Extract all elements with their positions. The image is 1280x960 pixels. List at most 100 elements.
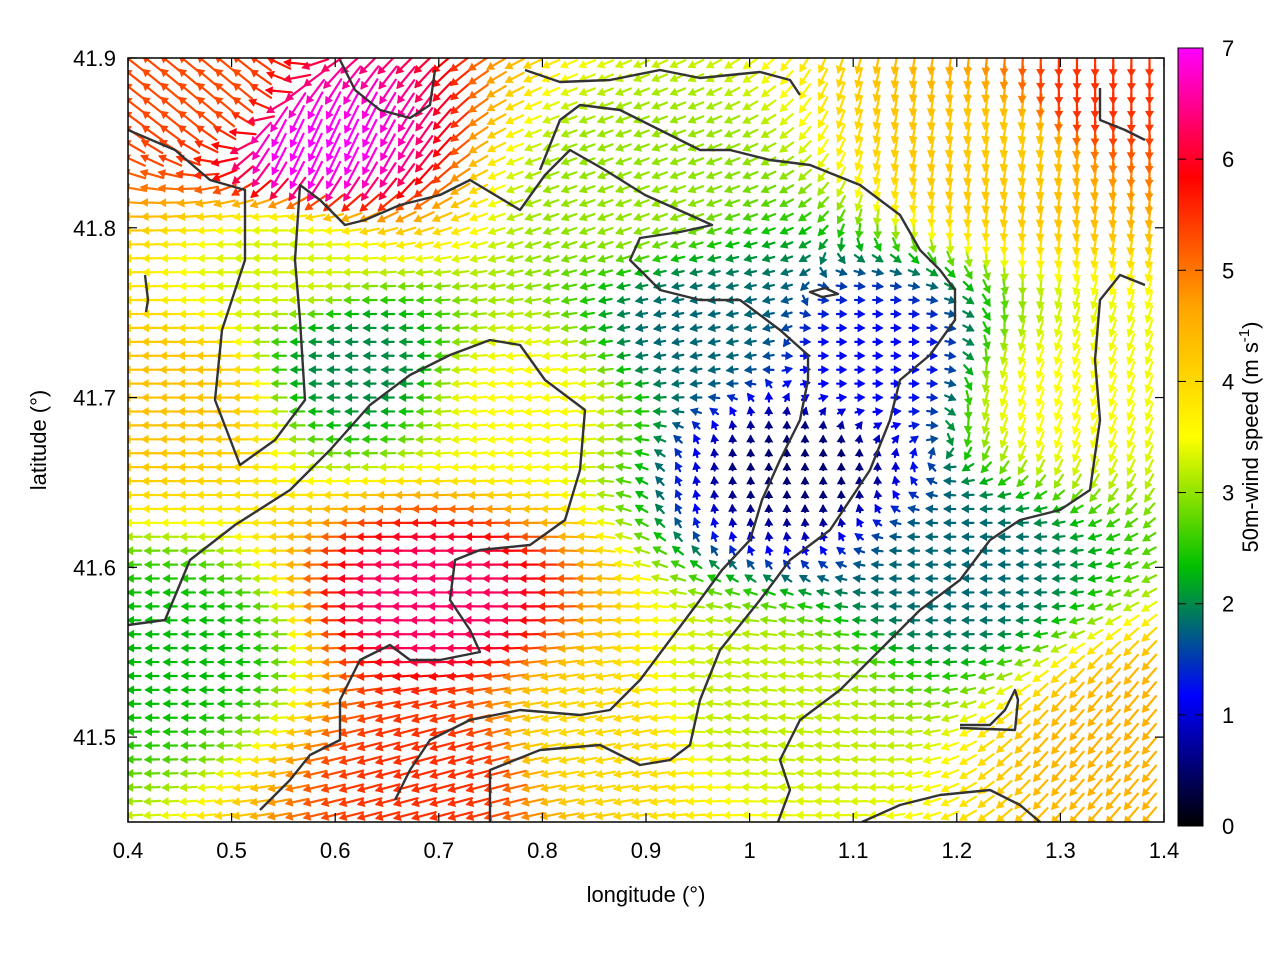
wind-arrow-head — [1126, 301, 1136, 310]
wind-arrow-head — [143, 782, 152, 792]
wind-arrow-head — [289, 323, 297, 333]
wind-arrow-head — [1086, 602, 1096, 611]
wind-arrow-head — [195, 462, 204, 472]
wind-arrow-head — [1032, 759, 1042, 769]
wind-arrow-head — [267, 811, 276, 821]
wind-arrow-head — [160, 796, 169, 806]
wind-arrow-head — [304, 490, 313, 500]
wind-arrow-head — [362, 365, 371, 375]
wind-arrow-head — [1105, 647, 1114, 656]
wind-arrow-head — [762, 365, 771, 375]
wind-arrow-head — [392, 518, 400, 528]
wind-arrow-head — [743, 337, 753, 347]
wind-arrow-head — [631, 797, 640, 807]
wind-arrow-head — [798, 575, 808, 583]
wind-arrow-head — [558, 755, 567, 765]
wind-arrow-head — [576, 797, 585, 807]
wind-arrow-head — [1104, 632, 1114, 641]
wind-arrow-head — [615, 268, 625, 277]
wind-arrow-head — [1051, 787, 1060, 797]
wind-arrow-head — [922, 783, 931, 793]
wind-arrow-head — [906, 518, 915, 528]
wind-arrow-head — [128, 657, 135, 667]
wind-arrow-head — [196, 253, 205, 263]
wind-arrow-head — [159, 462, 167, 472]
wind-arrow-head — [1123, 546, 1133, 556]
wind-arrow-head — [320, 629, 329, 639]
wind-arrow-head — [287, 226, 296, 235]
wind-arrow-head — [429, 728, 438, 738]
wind-arrow-head — [302, 574, 311, 584]
wind-arrow-head — [233, 239, 241, 249]
wind-arrow-head — [909, 447, 918, 457]
wind-arrow-head — [286, 713, 295, 723]
wind-arrow-head — [668, 713, 676, 723]
wind-arrow-head — [868, 699, 877, 709]
wind-arrow-head — [252, 657, 261, 667]
wind-arrow-head — [195, 379, 203, 389]
wind-arrow-head — [128, 810, 133, 820]
wind-arrow-head — [214, 518, 223, 528]
wind-arrow-head — [557, 811, 567, 821]
wind-arrow-head — [340, 490, 349, 500]
wind-arrow-head — [320, 532, 329, 542]
wind-arrow-head — [198, 685, 207, 695]
wind-arrow-head — [782, 462, 792, 471]
wind-arrow-head — [251, 323, 260, 333]
wind-arrow-head — [216, 671, 225, 681]
wind-arrow-head — [428, 672, 437, 681]
wind-arrow-head — [759, 713, 768, 723]
wind-arrow-head — [162, 574, 171, 583]
wind-arrow-head — [963, 425, 973, 434]
wind-arrow-head — [813, 727, 822, 736]
wind-arrow-head — [320, 615, 328, 625]
wind-arrow-head — [178, 281, 187, 291]
wind-arrow-head — [777, 796, 785, 806]
wind-arrow-head — [195, 420, 203, 430]
wind-arrow-head — [285, 741, 294, 751]
wind-arrow-head — [304, 699, 313, 709]
wind-arrow-head — [888, 601, 897, 611]
wind-arrow-head — [1144, 342, 1153, 352]
wind-arrow-head — [813, 741, 822, 750]
wind-arrow-head — [924, 532, 933, 542]
wind-arrow-head — [761, 281, 771, 291]
wind-arrow-head — [930, 379, 939, 389]
wind-arrow-head — [594, 615, 602, 625]
wind-arrow-head — [725, 281, 734, 291]
wind-arrow-head — [268, 504, 277, 514]
wind-arrow-head — [373, 546, 382, 556]
wind-arrow-head — [943, 546, 951, 556]
wind-arrow-head — [741, 727, 750, 736]
wind-arrow-head — [912, 407, 920, 416]
wind-arrow-head — [158, 407, 167, 416]
wind-arrow-head — [940, 784, 950, 793]
wind-arrow-head — [1126, 384, 1135, 394]
wind-arrow-head — [341, 226, 350, 236]
wind-arrow-head — [409, 546, 418, 556]
wind-arrow-head — [612, 783, 622, 793]
wind-arrow-head — [922, 741, 931, 751]
wind-arrow-head — [724, 587, 734, 597]
wind-arrow-head — [391, 601, 399, 611]
wind-arrow-head — [391, 560, 399, 570]
wind-arrow-head — [855, 503, 865, 513]
wind-arrow-head — [360, 462, 369, 472]
wind-arrow-head — [1000, 314, 1009, 323]
wind-arrow-head — [308, 351, 316, 361]
wind-arrow-head — [634, 462, 644, 472]
wind-arrow-head — [575, 630, 584, 639]
wind-arrow-head — [689, 379, 698, 388]
wind-arrow-head — [523, 421, 532, 431]
wind-arrow-head — [541, 421, 550, 431]
wind-arrow-head — [576, 783, 585, 793]
wind-arrow-head — [251, 574, 260, 584]
wind-arrow-head — [1032, 717, 1042, 727]
wind-arrow-head — [710, 476, 720, 485]
wind-arrow-head — [1033, 518, 1042, 528]
wind-arrow-head — [1087, 574, 1096, 583]
wind-arrow-head — [888, 588, 897, 597]
wind-arrow-head — [374, 756, 384, 766]
wind-arrow-head — [521, 755, 531, 765]
wind-arrow-head — [596, 504, 605, 514]
